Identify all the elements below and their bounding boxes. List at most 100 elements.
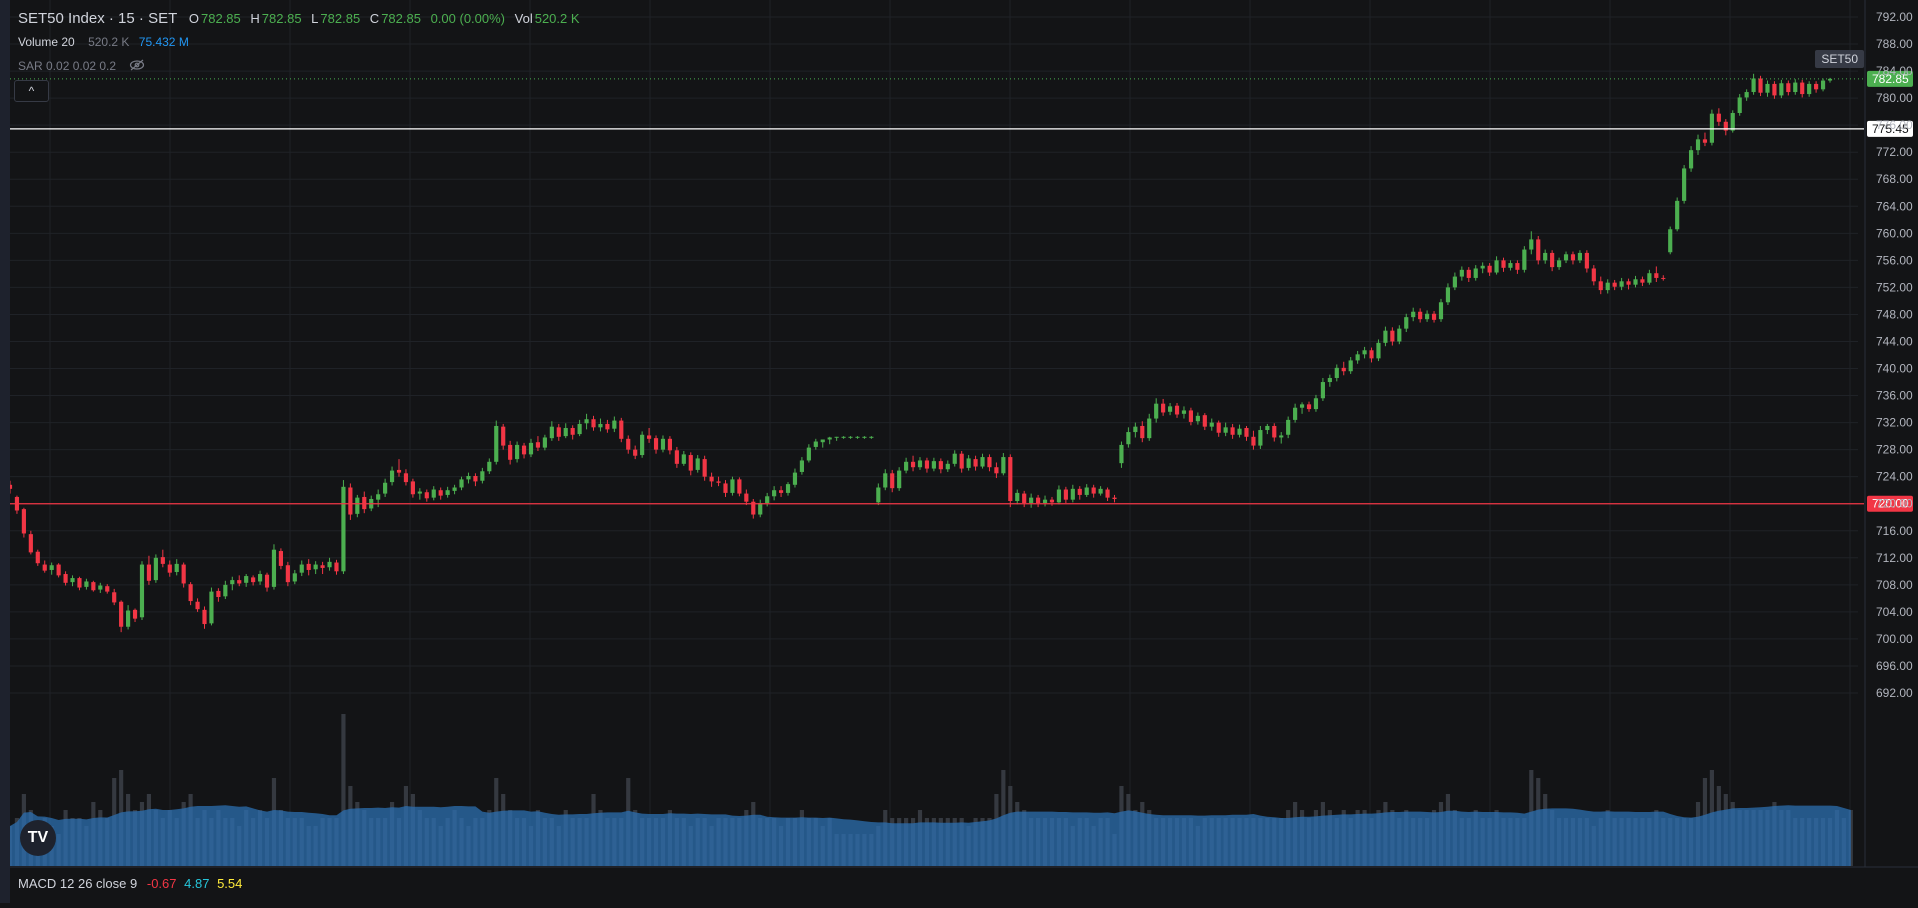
candle-body [1577, 252, 1583, 261]
symbol-title[interactable]: SET50 Index · 15 · SET [18, 10, 178, 27]
candle [799, 457, 804, 475]
candle-body [1605, 282, 1610, 291]
candle-body [1126, 432, 1131, 445]
candle [542, 434, 547, 451]
candle-body [508, 444, 513, 460]
candle-body [1633, 279, 1638, 285]
candle-body [695, 458, 700, 470]
candle [1181, 406, 1187, 419]
collapse-legend-button[interactable]: ^ [14, 80, 49, 102]
candle-body [1647, 273, 1652, 283]
current-price-label-bg [1867, 70, 1913, 87]
candle-body [1557, 260, 1562, 268]
price-tick-label: 780.00 [1876, 91, 1913, 105]
horizontal-lines[interactable]: 782.85 775.45 720.00 [10, 70, 1913, 512]
candle [647, 428, 652, 443]
candle [1056, 485, 1062, 505]
candle-body [876, 487, 881, 503]
high-value: 782.85 [261, 11, 302, 26]
volume-legend[interactable]: Volume 20 520.2 K 75.432 M [18, 35, 191, 49]
candle-body [1209, 422, 1214, 427]
tradingview-logo[interactable]: TV [20, 820, 56, 856]
candle [1654, 266, 1659, 282]
candle [35, 549, 40, 566]
candle [876, 483, 881, 506]
candle [1459, 266, 1464, 281]
candle-body [1675, 200, 1680, 230]
price-tick-label: 772.00 [1876, 145, 1913, 159]
candle-body [640, 434, 645, 456]
candle [848, 436, 853, 439]
candle [535, 436, 541, 451]
candle-body [966, 458, 971, 468]
candle-body [285, 565, 290, 583]
candle [973, 455, 978, 471]
candle [119, 600, 124, 633]
candle [959, 450, 964, 473]
candle-body [1015, 492, 1020, 502]
candle-body [605, 423, 610, 430]
eye-hidden-icon[interactable] [129, 59, 145, 74]
candle-body [1786, 83, 1791, 93]
candle [1647, 269, 1652, 285]
candle-body [1140, 425, 1145, 439]
candle [1265, 423, 1270, 435]
candle [1174, 402, 1180, 418]
price-tick-label: 696.00 [1876, 659, 1913, 673]
candle [1098, 486, 1103, 496]
macd-legend[interactable]: MACD 12 26 close 9 -0.67 4.87 5.54 [18, 876, 242, 891]
candle [1084, 484, 1089, 497]
candle-body [126, 610, 131, 627]
candle-body [251, 577, 256, 583]
hline-red-label-bg [1867, 495, 1913, 512]
sar-legend[interactable]: SAR 0.02 0.02 0.2 [18, 59, 147, 74]
candle-body [1404, 317, 1409, 329]
candle [758, 499, 763, 518]
candle-body [730, 479, 735, 493]
candle [1723, 119, 1728, 136]
candle-body [383, 482, 388, 494]
candle [640, 431, 645, 458]
candle-body [153, 557, 158, 581]
candle-body [834, 436, 839, 438]
candle [1661, 275, 1666, 281]
candle [1543, 249, 1548, 264]
candle-body [160, 557, 165, 564]
candle-body [653, 438, 659, 450]
candle-body [1709, 113, 1714, 143]
candle [723, 480, 728, 497]
candle-body [938, 461, 943, 470]
candle [320, 561, 325, 575]
candle [146, 555, 152, 585]
candle [459, 476, 464, 491]
candle-body [1161, 403, 1166, 413]
candle-body [1744, 92, 1749, 98]
candle [1480, 262, 1485, 274]
candle-body [1369, 350, 1374, 359]
candle-body [883, 473, 888, 488]
candle [1286, 416, 1291, 439]
candle-body [827, 437, 832, 440]
candle-body [806, 447, 811, 461]
candle-body [49, 565, 54, 570]
candle [1737, 94, 1742, 116]
candle-body [77, 578, 82, 588]
candle-body [1265, 425, 1270, 431]
candle [278, 548, 283, 570]
price-axis[interactable]: 792.00 788.00 784.00 780.00 776.00 772.00 768.… [1876, 10, 1913, 700]
candle-body [1438, 302, 1444, 320]
price-tick-label: 792.00 [1876, 10, 1913, 24]
candle-body [1112, 497, 1117, 499]
candle [862, 436, 867, 439]
candle-body [1702, 139, 1708, 143]
candle-body [1598, 281, 1603, 291]
candle-body [674, 450, 679, 464]
candle-body [91, 582, 96, 591]
candle-body [521, 445, 527, 455]
candle [1091, 484, 1096, 498]
price-tick-label: 708.00 [1876, 578, 1913, 592]
candle [772, 486, 777, 501]
candle-body [716, 481, 721, 483]
